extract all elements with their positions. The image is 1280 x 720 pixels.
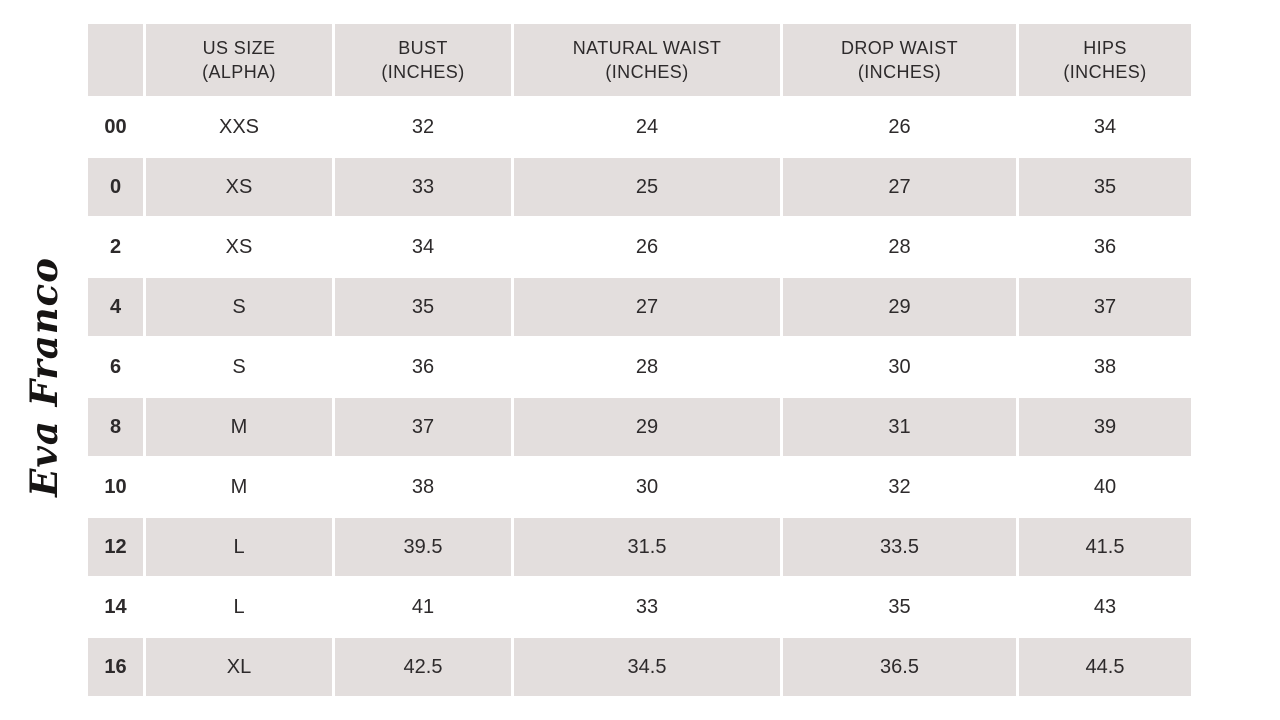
header-drop-waist: DROP WAIST (INCHES) — [783, 24, 1016, 96]
cell-bust: 33 — [335, 158, 511, 216]
cell-bust: 42.5 — [335, 638, 511, 696]
cell-natural-waist: 28 — [514, 338, 780, 396]
cell-natural-waist: 29 — [514, 398, 780, 456]
cell-us-size-numeric: 14 — [88, 578, 143, 636]
cell-drop-waist: 32 — [783, 458, 1016, 516]
cell-natural-waist: 25 — [514, 158, 780, 216]
cell-bust: 38 — [335, 458, 511, 516]
cell-bust: 35 — [335, 278, 511, 336]
table-row: 16 XL 42.5 34.5 36.5 44.5 — [88, 638, 1191, 696]
table-row: 14 L 41 33 35 43 — [88, 578, 1191, 636]
cell-us-size-alpha: L — [146, 578, 332, 636]
cell-us-size-alpha: S — [146, 338, 332, 396]
cell-hips: 44.5 — [1019, 638, 1191, 696]
cell-hips: 43 — [1019, 578, 1191, 636]
cell-bust: 34 — [335, 218, 511, 276]
header-row: US SIZE (ALPHA) BUST (INCHES) NATURAL WA… — [88, 24, 1191, 96]
cell-drop-waist: 36.5 — [783, 638, 1016, 696]
cell-hips: 40 — [1019, 458, 1191, 516]
cell-bust: 39.5 — [335, 518, 511, 576]
cell-us-size-numeric: 2 — [88, 218, 143, 276]
cell-us-size-numeric: 16 — [88, 638, 143, 696]
header-us-size-alpha: US SIZE (ALPHA) — [146, 24, 332, 96]
table-row: 00 XXS 32 24 26 34 — [88, 98, 1191, 156]
cell-drop-waist: 27 — [783, 158, 1016, 216]
cell-us-size-numeric: 6 — [88, 338, 143, 396]
header-bust: BUST (INCHES) — [335, 24, 511, 96]
cell-hips: 41.5 — [1019, 518, 1191, 576]
cell-drop-waist: 30 — [783, 338, 1016, 396]
cell-natural-waist: 31.5 — [514, 518, 780, 576]
cell-natural-waist: 30 — [514, 458, 780, 516]
size-table-body: 00 XXS 32 24 26 34 0 XS 33 25 27 35 2 XS 34 26 28 36 4 S 35 2… — [88, 98, 1191, 696]
header-hips: HIPS (INCHES) — [1019, 24, 1191, 96]
cell-us-size-alpha: M — [146, 458, 332, 516]
cell-bust: 41 — [335, 578, 511, 636]
cell-us-size-alpha: XL — [146, 638, 332, 696]
cell-drop-waist: 28 — [783, 218, 1016, 276]
cell-hips: 35 — [1019, 158, 1191, 216]
cell-drop-waist: 33.5 — [783, 518, 1016, 576]
cell-bust: 32 — [335, 98, 511, 156]
cell-bust: 36 — [335, 338, 511, 396]
cell-natural-waist: 27 — [514, 278, 780, 336]
size-table-header: US SIZE (ALPHA) BUST (INCHES) NATURAL WA… — [88, 24, 1191, 96]
table-row: 12 L 39.5 31.5 33.5 41.5 — [88, 518, 1191, 576]
cell-us-size-alpha: S — [146, 278, 332, 336]
cell-drop-waist: 26 — [783, 98, 1016, 156]
cell-us-size-alpha: M — [146, 398, 332, 456]
cell-bust: 37 — [335, 398, 511, 456]
cell-us-size-numeric: 8 — [88, 398, 143, 456]
cell-us-size-numeric: 0 — [88, 158, 143, 216]
cell-us-size-numeric: 12 — [88, 518, 143, 576]
size-chart-table-container: US SIZE (ALPHA) BUST (INCHES) NATURAL WA… — [85, 22, 1194, 698]
cell-hips: 39 — [1019, 398, 1191, 456]
cell-natural-waist: 26 — [514, 218, 780, 276]
cell-hips: 34 — [1019, 98, 1191, 156]
cell-natural-waist: 24 — [514, 98, 780, 156]
cell-natural-waist: 34.5 — [514, 638, 780, 696]
cell-drop-waist: 31 — [783, 398, 1016, 456]
table-row: 10 M 38 30 32 40 — [88, 458, 1191, 516]
cell-us-size-alpha: XS — [146, 158, 332, 216]
cell-us-size-numeric: 10 — [88, 458, 143, 516]
table-row: 6 S 36 28 30 38 — [88, 338, 1191, 396]
cell-us-size-numeric: 00 — [88, 98, 143, 156]
table-row: 8 M 37 29 31 39 — [88, 398, 1191, 456]
cell-drop-waist: 29 — [783, 278, 1016, 336]
cell-hips: 38 — [1019, 338, 1191, 396]
cell-us-size-alpha: XS — [146, 218, 332, 276]
cell-us-size-numeric: 4 — [88, 278, 143, 336]
table-row: 4 S 35 27 29 37 — [88, 278, 1191, 336]
brand-logo-text: Eva Franco — [22, 257, 66, 497]
cell-hips: 37 — [1019, 278, 1191, 336]
size-chart-table: US SIZE (ALPHA) BUST (INCHES) NATURAL WA… — [85, 22, 1194, 698]
header-us-size-numeric — [88, 24, 143, 96]
cell-drop-waist: 35 — [783, 578, 1016, 636]
header-natural-waist: NATURAL WAIST (INCHES) — [514, 24, 780, 96]
table-row: 2 XS 34 26 28 36 — [88, 218, 1191, 276]
cell-hips: 36 — [1019, 218, 1191, 276]
cell-natural-waist: 33 — [514, 578, 780, 636]
table-row: 0 XS 33 25 27 35 — [88, 158, 1191, 216]
cell-us-size-alpha: XXS — [146, 98, 332, 156]
cell-us-size-alpha: L — [146, 518, 332, 576]
